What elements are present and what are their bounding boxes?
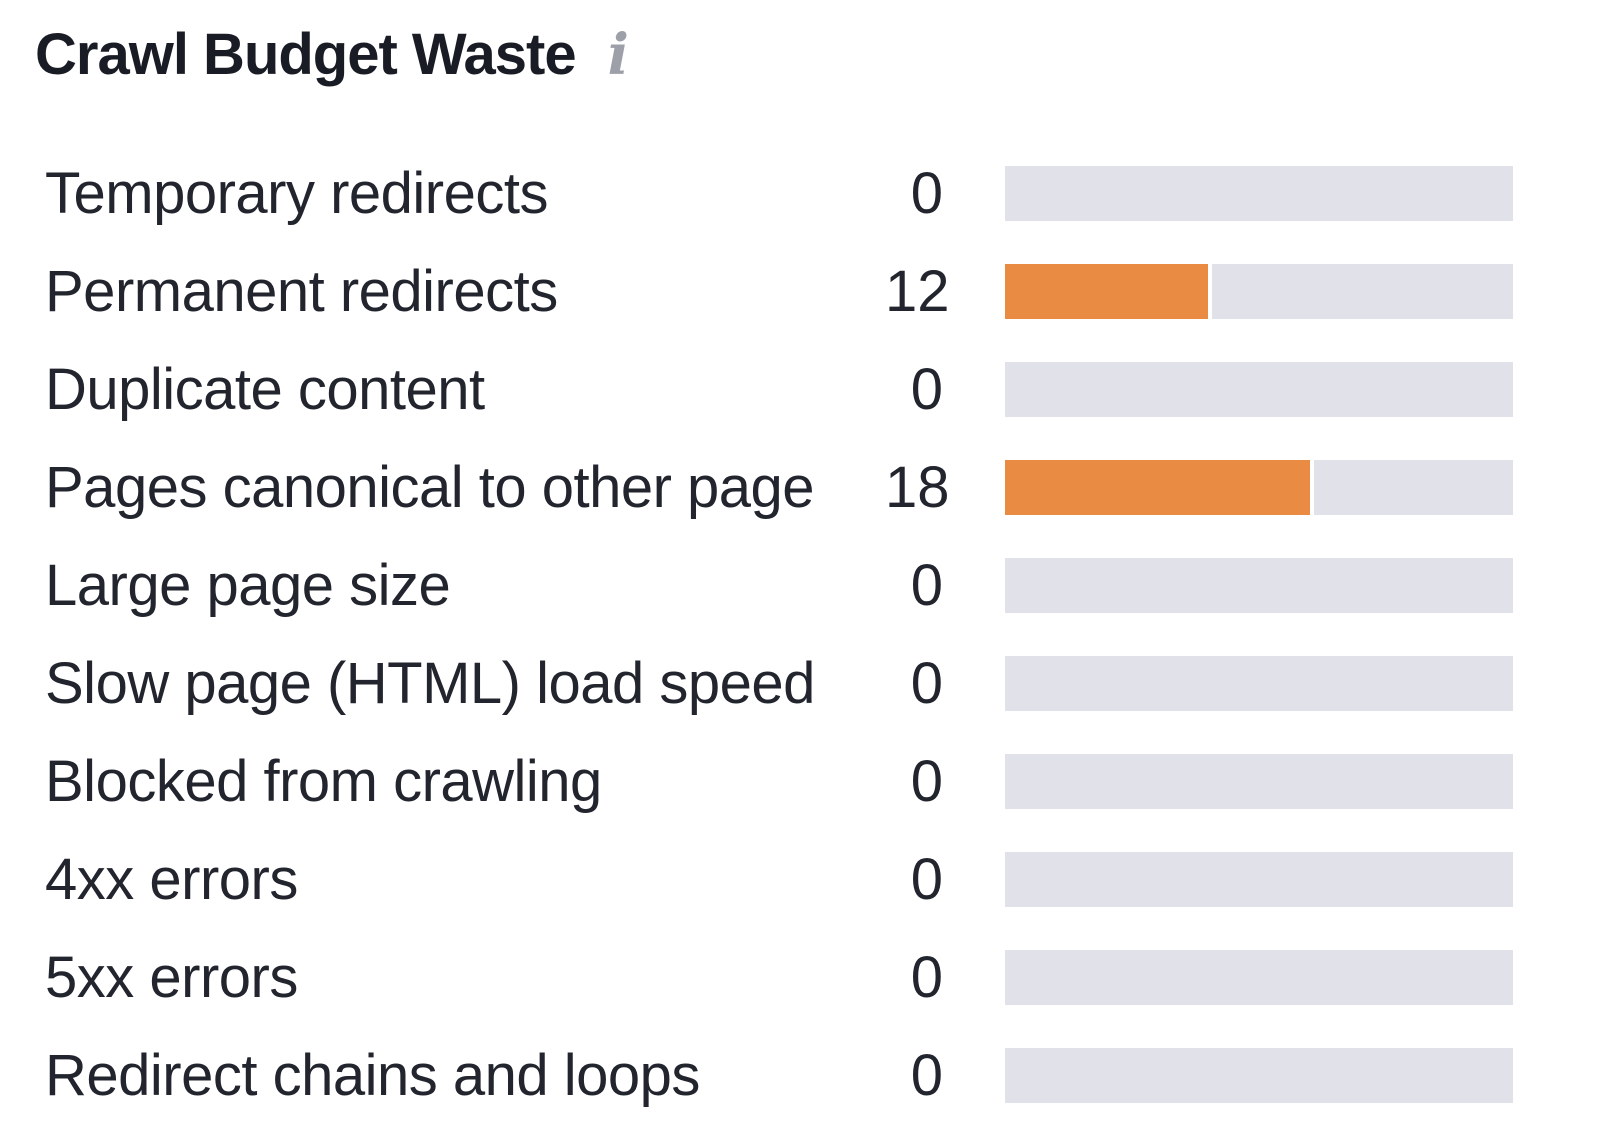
issue-count: 0 [910, 846, 943, 912]
issue-label: Duplicate content [45, 356, 485, 422]
issue-bar-track [1005, 753, 1513, 809]
issue-count: 0 [910, 944, 943, 1010]
issue-count: 0 [910, 356, 943, 422]
issue-count: 0 [910, 650, 943, 716]
issue-row[interactable]: 4xx errors 0 [45, 830, 1575, 928]
issue-row[interactable]: Large page size 0 [45, 536, 1575, 634]
issue-bar-track [1005, 459, 1513, 515]
issue-count: 0 [910, 748, 943, 814]
issue-bar-track [1005, 1047, 1513, 1103]
issue-label: Redirect chains and loops [45, 1042, 700, 1108]
widget-header: Crawl Budget Waste i [35, 22, 1575, 88]
issue-label: Blocked from crawling [45, 748, 602, 814]
issue-row[interactable]: 5xx errors 0 [45, 928, 1575, 1026]
info-icon[interactable]: i [607, 22, 629, 88]
issue-bar-track [1005, 557, 1513, 613]
issue-count: 12 [885, 258, 950, 324]
issue-label: Permanent redirects [45, 258, 558, 324]
issue-row[interactable]: Duplicate content 0 [45, 340, 1575, 438]
issue-label: 4xx errors [45, 846, 298, 912]
issue-bar-track [1005, 361, 1513, 417]
issue-label: Large page size [45, 552, 451, 618]
issue-bar-track [1005, 655, 1513, 711]
issue-label: Pages canonical to other page [45, 454, 815, 520]
issue-bar-fill [1005, 263, 1213, 319]
issue-label: Slow page (HTML) load speed [45, 650, 815, 716]
issue-row[interactable]: Permanent redirects 12 [45, 242, 1575, 340]
issue-count: 0 [910, 160, 943, 226]
issue-label: 5xx errors [45, 944, 298, 1010]
issue-row[interactable]: Blocked from crawling 0 [45, 732, 1575, 830]
issue-count: 0 [910, 552, 943, 618]
issue-bar-track [1005, 165, 1513, 221]
issue-bar-track [1005, 949, 1513, 1005]
issue-rows: Temporary redirects 0 Permanent redirect… [45, 144, 1575, 1124]
widget-title: Crawl Budget Waste [35, 22, 577, 87]
issue-bar-track [1005, 263, 1513, 319]
issue-row[interactable]: Redirect chains and loops 0 [45, 1026, 1575, 1124]
issue-bar-track [1005, 851, 1513, 907]
issue-count: 18 [885, 454, 950, 520]
issue-label: Temporary redirects [45, 160, 548, 226]
issue-bar-fill [1005, 459, 1314, 515]
issue-count: 0 [910, 1042, 943, 1108]
issue-row[interactable]: Slow page (HTML) load speed 0 [45, 634, 1575, 732]
issue-row[interactable]: Temporary redirects 0 [45, 144, 1575, 242]
issue-row[interactable]: Pages canonical to other page 18 [45, 438, 1575, 536]
